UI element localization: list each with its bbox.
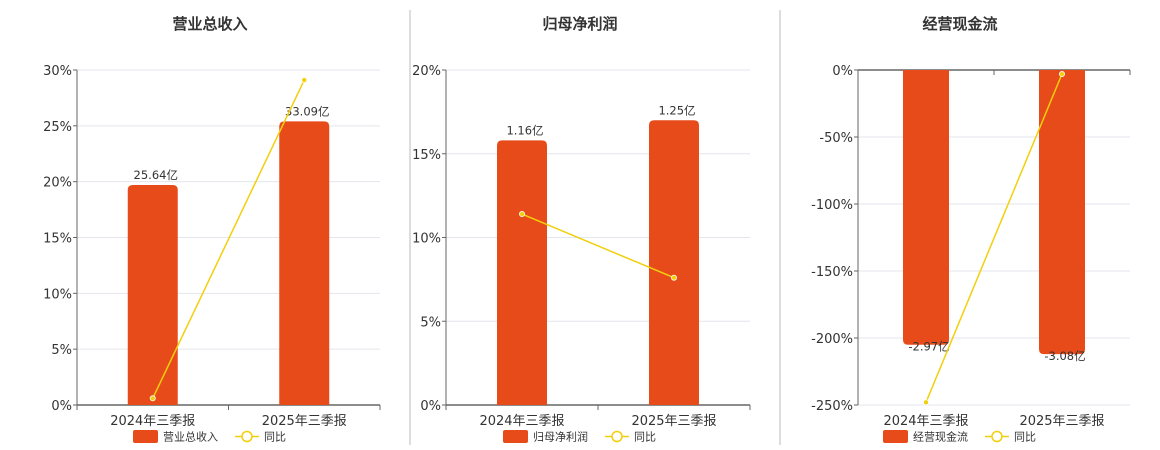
y-tick-label: 0% xyxy=(51,399,72,414)
bar xyxy=(649,120,699,405)
legend-bar-swatch xyxy=(883,430,908,443)
y-tick-label: 0% xyxy=(420,399,441,414)
x-tick-label: 2024年三季报 xyxy=(883,414,968,429)
bar xyxy=(127,185,178,405)
data-label: -3.08亿 xyxy=(1044,349,1085,363)
y-tick-label: 0% xyxy=(832,64,853,79)
data-label: -2.97亿 xyxy=(908,340,949,354)
y-tick-label: -100% xyxy=(811,198,853,213)
line-point xyxy=(1059,71,1066,78)
y-tick-label: -250% xyxy=(811,399,853,414)
data-label: 1.16亿 xyxy=(506,123,543,137)
y-tick-label: -200% xyxy=(811,332,853,347)
y-tick-label: 10% xyxy=(412,232,441,247)
chart-panel-3: 经营现金流 0% -50% -100% -150% -200% -250% 2024年三季报 2… xyxy=(779,10,1131,445)
legend-bar-swatch xyxy=(133,430,158,443)
data-label: 1.25亿 xyxy=(658,103,695,117)
y-tick-label: 15% xyxy=(43,232,72,247)
chart-title: 经营现金流 xyxy=(922,15,997,33)
line-point xyxy=(923,399,930,406)
x-tick-label: 2025年三季报 xyxy=(1019,414,1104,429)
legend: 营业总收入 同比 xyxy=(133,430,286,444)
y-tick-label: -50% xyxy=(819,131,853,146)
x-tick-label: 2025年三季报 xyxy=(631,414,716,429)
y-tick-label: 5% xyxy=(420,315,441,330)
legend-label: 归母净利润 xyxy=(533,430,588,444)
legend-bar-swatch xyxy=(503,430,528,443)
series-line xyxy=(925,73,1063,403)
chart-title: 归母净利润 xyxy=(542,15,617,33)
legend-line-marker xyxy=(991,430,1003,443)
line-point xyxy=(671,274,678,281)
bar xyxy=(497,140,547,405)
y-tick-label: 20% xyxy=(412,64,441,79)
y-tick-label: 10% xyxy=(43,287,72,302)
y-tick-label: 20% xyxy=(43,176,72,191)
bar xyxy=(903,70,949,345)
series-line xyxy=(521,213,675,279)
chart-panel-2: 归母净利润 0% 5% 10% 15% 20% 2024年三季报 2025年三季报 1.16亿 1… xyxy=(409,10,751,445)
y-tick-label: 15% xyxy=(412,148,441,163)
line-point xyxy=(519,211,526,218)
y-tick-label: 30% xyxy=(43,64,72,79)
legend-label: 同比 xyxy=(634,431,656,444)
chart-title: 营业总收入 xyxy=(172,15,247,33)
legend-label: 同比 xyxy=(1014,431,1036,444)
data-label: 33.09亿 xyxy=(285,104,329,118)
series-line xyxy=(152,79,305,399)
line-point xyxy=(301,77,308,84)
chart-panel-1: 营业总收入 0% 5% 10% 15% 20% 25% 30% 2024年三季报 2025年三季报… xyxy=(43,15,381,444)
data-label: 25.64亿 xyxy=(134,168,178,182)
x-tick-label: 2024年三季报 xyxy=(110,414,195,429)
y-tick-label: 5% xyxy=(51,343,72,358)
bar xyxy=(279,121,330,405)
legend: 归母净利润 同比 xyxy=(503,430,656,444)
y-tick-label: -150% xyxy=(811,265,853,280)
legend: 经营现金流 同比 xyxy=(883,430,1036,444)
legend-line-marker xyxy=(611,430,623,443)
x-tick-label: 2025年三季报 xyxy=(262,414,347,429)
bar xyxy=(1039,70,1085,355)
x-tick-label: 2024年三季报 xyxy=(479,414,564,429)
legend-label: 同比 xyxy=(264,431,286,444)
y-tick-label: 25% xyxy=(43,120,72,135)
legend-label: 营业总收入 xyxy=(163,430,218,444)
legend-line-marker xyxy=(241,430,253,443)
legend-label: 经营现金流 xyxy=(913,430,968,444)
line-point xyxy=(149,395,156,402)
